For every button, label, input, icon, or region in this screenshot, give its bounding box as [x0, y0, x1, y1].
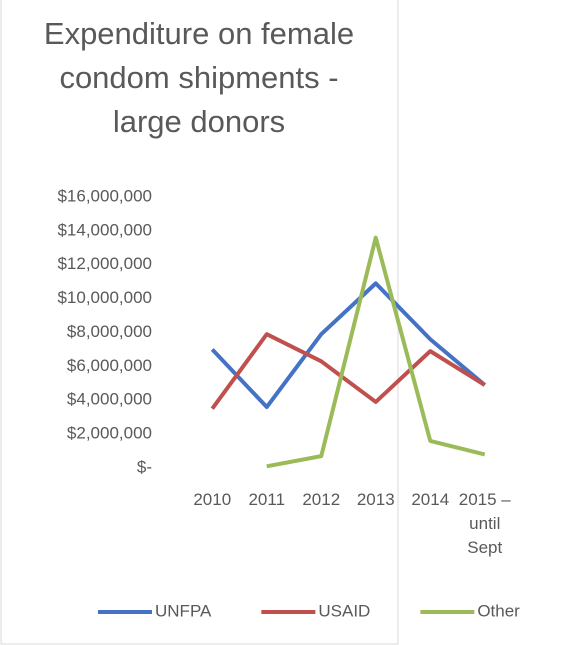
- y-tick-label: $14,000,000: [57, 220, 152, 239]
- series-line: [210, 281, 487, 410]
- series-line: [210, 332, 486, 410]
- y-tick-label: $12,000,000: [57, 254, 152, 273]
- legend-label: Other: [477, 601, 520, 620]
- x-tick-label: 2011: [248, 490, 286, 509]
- x-tick-label-box: 2012: [302, 490, 341, 509]
- x-tick-label-box: 2015 – until Sept: [458, 490, 511, 557]
- series-line: [266, 235, 486, 469]
- x-tick-label-box: 2010: [193, 490, 232, 509]
- y-tick-label: $4,000,000: [67, 390, 152, 409]
- x-tick-label: 2015 – until Sept: [458, 490, 511, 557]
- y-tick-label: $6,000,000: [67, 356, 152, 375]
- chart-title: Expenditure on female condom shipments -…: [43, 16, 355, 139]
- x-tick-label: 2012: [302, 490, 341, 509]
- x-tick-label: 2013: [356, 490, 395, 509]
- y-tick-label: $16,000,000: [57, 186, 152, 205]
- x-tick-label-box: 2013: [356, 490, 395, 509]
- y-tick-label: $8,000,000: [67, 322, 152, 341]
- x-tick-label: 2010: [193, 490, 232, 509]
- y-tick-label: $10,000,000: [57, 288, 152, 307]
- x-tick-label-box: 2014: [411, 490, 450, 509]
- legend-label: UNFPA: [155, 601, 212, 620]
- legend-label: USAID: [318, 601, 370, 620]
- y-tick-label: $2,000,000: [67, 424, 152, 443]
- x-tick-label: 2014: [411, 490, 450, 509]
- y-tick-label: $-: [137, 457, 152, 476]
- x-tick-label-box: 2011: [248, 490, 286, 509]
